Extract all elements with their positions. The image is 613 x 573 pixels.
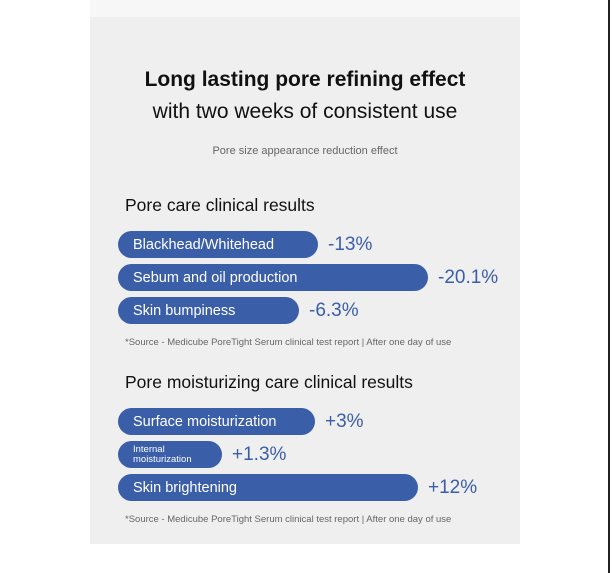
bar: Skin bumpiness: [118, 297, 299, 324]
moisturizing-care-title: Pore moisturizing care clinical results: [125, 372, 413, 392]
moisturizing-care-source: *Source - Medicube PoreTight Serum clini…: [125, 514, 452, 525]
bar-label: Internal moisturization: [133, 443, 192, 465]
bar-label: Surface moisturization: [133, 413, 277, 430]
bar-value-label: +1.3%: [232, 443, 287, 465]
pore-care-source: *Source - Medicube PoreTight Serum clini…: [125, 337, 452, 348]
bar-value-label: +12%: [428, 476, 478, 498]
bar: Surface moisturization: [118, 408, 315, 435]
bar: Skin brightening: [118, 474, 418, 501]
bar-label: Sebum and oil production: [133, 269, 298, 286]
bar-value-label: +3%: [325, 410, 364, 432]
bar-label: Blackhead/Whitehead: [133, 236, 275, 253]
bar: Blackhead/Whitehead: [118, 231, 318, 258]
headline: Long lasting pore refining effect: [144, 68, 466, 91]
pore-care-title: Pore care clinical results: [125, 195, 315, 215]
bar-value-label: -6.3%: [309, 299, 359, 321]
infographic-panel: Long lasting pore refining effect with t…: [90, 17, 520, 544]
bar-value-label: -13%: [328, 233, 373, 255]
bar-label: Skin bumpiness: [133, 302, 236, 319]
bar: Internal moisturization: [118, 441, 222, 468]
subheadline: with two weeks of consistent use: [152, 100, 458, 123]
window-edge: [608, 0, 610, 573]
top-strip: [90, 0, 520, 17]
bar: Sebum and oil production: [118, 264, 428, 291]
bar-value-label: -20.1%: [438, 266, 499, 288]
bar-label: Skin brightening: [133, 479, 237, 496]
caption: Pore size appearance reduction effect: [212, 145, 398, 157]
